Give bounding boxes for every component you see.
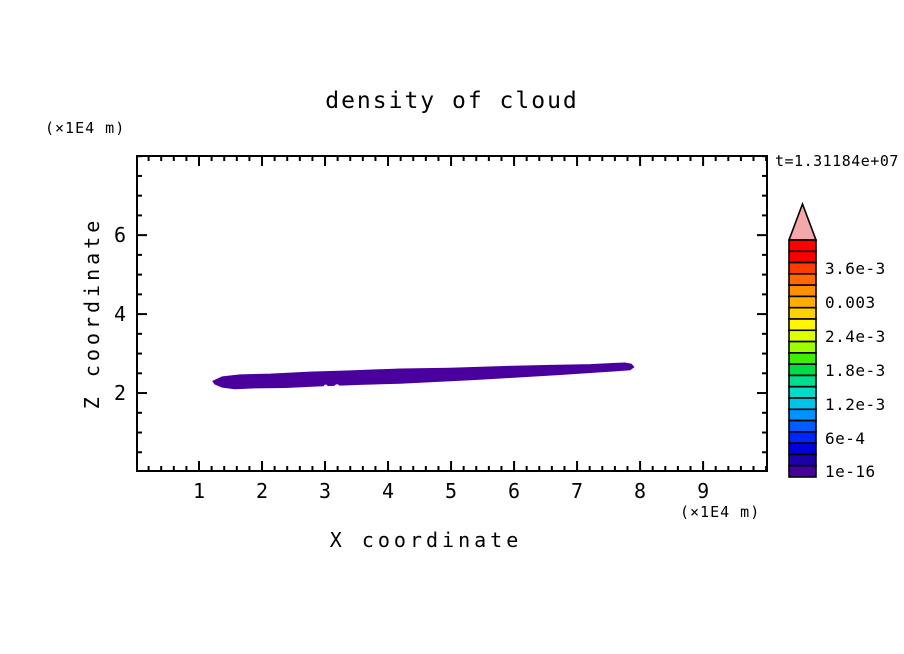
colorbar-segment: [788, 250, 817, 264]
colorbar-label: 0.003: [825, 293, 876, 313]
colorbar-segment: [788, 431, 817, 444]
chart-title: density of cloud: [325, 88, 579, 114]
colorbar-label: 6e-4: [825, 428, 866, 448]
colorbar-segment: [788, 306, 817, 320]
colorbar-label: 1.2e-3: [825, 394, 886, 414]
cloud-hole: [349, 385, 355, 390]
colorbar-segment: [788, 273, 817, 286]
plot-area: [136, 155, 768, 472]
x-tick-label: 2: [255, 479, 269, 503]
x-tick-label: 3: [319, 479, 332, 503]
colorbar-arrow: [787, 201, 818, 241]
x-tick-label: 6: [508, 479, 521, 503]
colorbar-segment: [788, 352, 817, 365]
cloud-density-contour: [212, 362, 635, 390]
colorbar-segment: [788, 295, 817, 309]
colorbar-segment: [788, 453, 817, 467]
colorbar-segment: [788, 261, 817, 275]
y-axis-unit-label: (×1E4 m): [45, 119, 126, 137]
colorbar-segment: [788, 318, 817, 332]
colorbar-segment: [788, 397, 817, 411]
x-axis-unit-label: (×1E4 m): [680, 503, 761, 521]
cloud-hole: [334, 384, 340, 390]
x-tick-label: 9: [697, 479, 710, 503]
colorbar-segment: [788, 419, 817, 433]
time-annotation: t=1.31184e+07: [775, 152, 899, 170]
colorbar: [787, 201, 818, 478]
y-tick-label: 2: [113, 381, 126, 406]
colorbar-label: 1e-16: [825, 462, 876, 482]
colorbar-segment: [788, 340, 817, 354]
y-axis-title: Z coordinate: [80, 216, 104, 410]
x-tick-label: 4: [382, 479, 395, 503]
colorbar-segment: [788, 464, 817, 478]
x-tick-label: 1: [192, 479, 206, 503]
x-tick-label: 5: [445, 479, 458, 503]
plot-frame: [136, 155, 768, 472]
y-tick-label: 4: [113, 302, 126, 327]
colorbar-segment: [788, 363, 817, 377]
colorbar-segment: [788, 284, 817, 298]
colorbar-label: 3.6e-3: [825, 259, 886, 279]
y-tick-label: 6: [113, 223, 126, 248]
colorbar-segment: [788, 442, 817, 456]
colorbar-segment: [788, 408, 817, 422]
cloud-hole: [323, 384, 328, 389]
x-axis-title: X coordinate: [329, 528, 523, 552]
colorbar-label: 2.4e-3: [825, 326, 886, 346]
colorbar-label: 1.8e-3: [825, 360, 886, 380]
colorbar-segment: [788, 385, 817, 399]
colorbar-segment: [788, 329, 817, 343]
colorbar-segment: [788, 239, 817, 253]
x-tick-label: 8: [634, 479, 647, 503]
x-tick-label: 7: [571, 479, 584, 503]
colorbar-segment: [788, 374, 817, 388]
